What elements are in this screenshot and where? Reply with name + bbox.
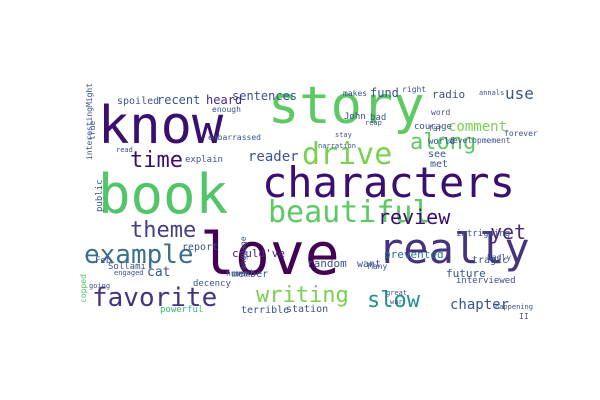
cloud-word: spoiled [117,96,160,107]
cloud-word: Feb [95,256,112,266]
cloud-word: story [268,76,425,136]
cloud-word: terrible [241,305,290,316]
cloud-word: war [390,298,403,306]
cloud-word: along [410,130,477,155]
cloud-word: makes [343,89,368,98]
cloud-word: decency [193,279,231,289]
cloud-word: world [428,137,456,147]
cloud-word: language [239,236,248,275]
cloud-word: drive [302,137,393,172]
cloud-word: favorite [92,283,218,313]
cloud-word: Many [368,262,388,271]
cloud-word: Sollami [108,262,146,272]
cloud-word: member [232,269,269,280]
cloud-word: far [428,124,443,133]
cloud-word: great [386,289,408,297]
cloud-word: narration [318,142,356,150]
cloud-word: heard [206,93,243,107]
cloud-word: word [431,108,451,117]
cloud-word: John [344,112,366,122]
cloud-word: enough [212,105,241,114]
cloud-word: prevented [384,248,444,261]
cloud-word: know [98,96,224,156]
cloud-word: example [84,240,194,270]
cloud-word: review [378,205,451,229]
cloud-word: badly [487,253,512,262]
cloud-word: happening [495,303,533,311]
cloud-word: courage [414,122,452,132]
cloud-word: annals [479,89,505,97]
cloud-word: bad [370,113,387,123]
cloud-word: characters [262,158,515,207]
cloud-word: engaged [114,269,144,277]
cloud-word: intriguing [456,229,511,239]
cloud-word: yet [490,220,527,244]
cloud-word: recent [157,93,201,107]
cloud-word: reap [365,119,382,127]
cloud-word: sentences [232,89,298,103]
cloud-word: see [428,149,447,160]
cloud-word: interviewed [456,276,516,286]
cloud-word: human [226,269,251,278]
cloud-word: powerful [160,305,204,315]
cloud-word: love [200,220,340,288]
cloud-word: developmement [448,136,511,145]
cloud-word: copped [79,274,88,303]
cloud-word: theme [130,218,197,243]
cloud-word: met [430,159,449,170]
cloud-word: future [446,267,486,280]
cloud-word: slow [367,288,420,313]
cloud-word: writing [256,283,349,308]
cloud-word: stay [335,131,352,139]
cloud-word: reader [248,149,299,165]
cloud-word: fund [370,86,399,100]
cloud-word: explain [185,155,223,165]
cloud-word: chapter [450,297,510,313]
cloud-word: cat [147,265,171,280]
cloud-word: embarrassed [208,133,261,142]
cloud-word: time [130,148,183,173]
cloud-word: public [95,179,105,212]
cloud-word: going [89,282,111,290]
cloud-word: really [378,224,530,273]
cloud-word: true [88,120,97,140]
cloud-word: use [505,84,534,103]
cloud-word: read [116,146,133,154]
cloud-word: forever [504,129,538,138]
cloud-word: book [98,163,229,226]
cloud-word: station [286,304,329,315]
cloud-word: right [402,85,427,94]
cloud-word: report [182,242,219,253]
cloud-word: beautiful [268,195,431,230]
cloud-word: II [519,312,529,321]
cloud-word: want [357,259,382,270]
cloud-word: random [307,257,347,270]
cloud-word: tragic [472,255,509,266]
cloud-word: comment [448,119,508,135]
cloud-word: radio [432,88,466,101]
cloud-word: could've [232,247,285,260]
